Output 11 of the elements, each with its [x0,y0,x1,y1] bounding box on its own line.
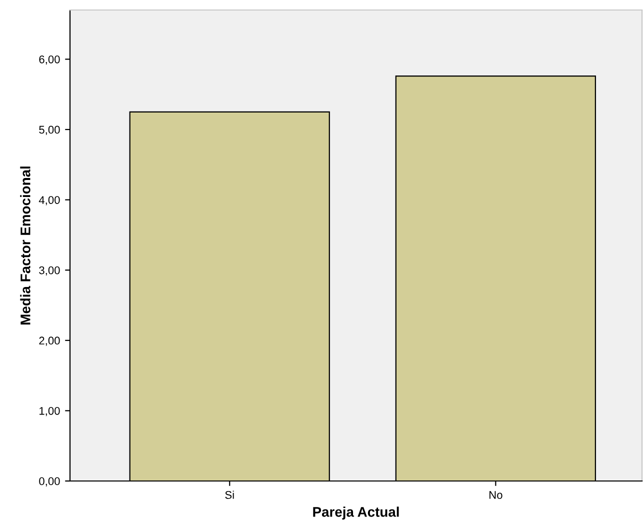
y-axis-title: Media Factor Emocional [20,166,30,324]
y-tick-label: 0,00 [39,477,60,486]
x-tick-label: Si [225,490,234,499]
y-tick-label: 3,00 [39,266,60,276]
y-tick-label: 5,00 [39,126,60,135]
x-tick-label: No [489,491,502,499]
x-axis-title: Pareja Actual [313,506,399,520]
y-tick-label: 1,00 [40,406,60,416]
y-tick-label: 4,00 [38,196,60,206]
y-tick-label: 6,00 [39,55,60,65]
y-tick-label: 2,00 [39,336,60,346]
